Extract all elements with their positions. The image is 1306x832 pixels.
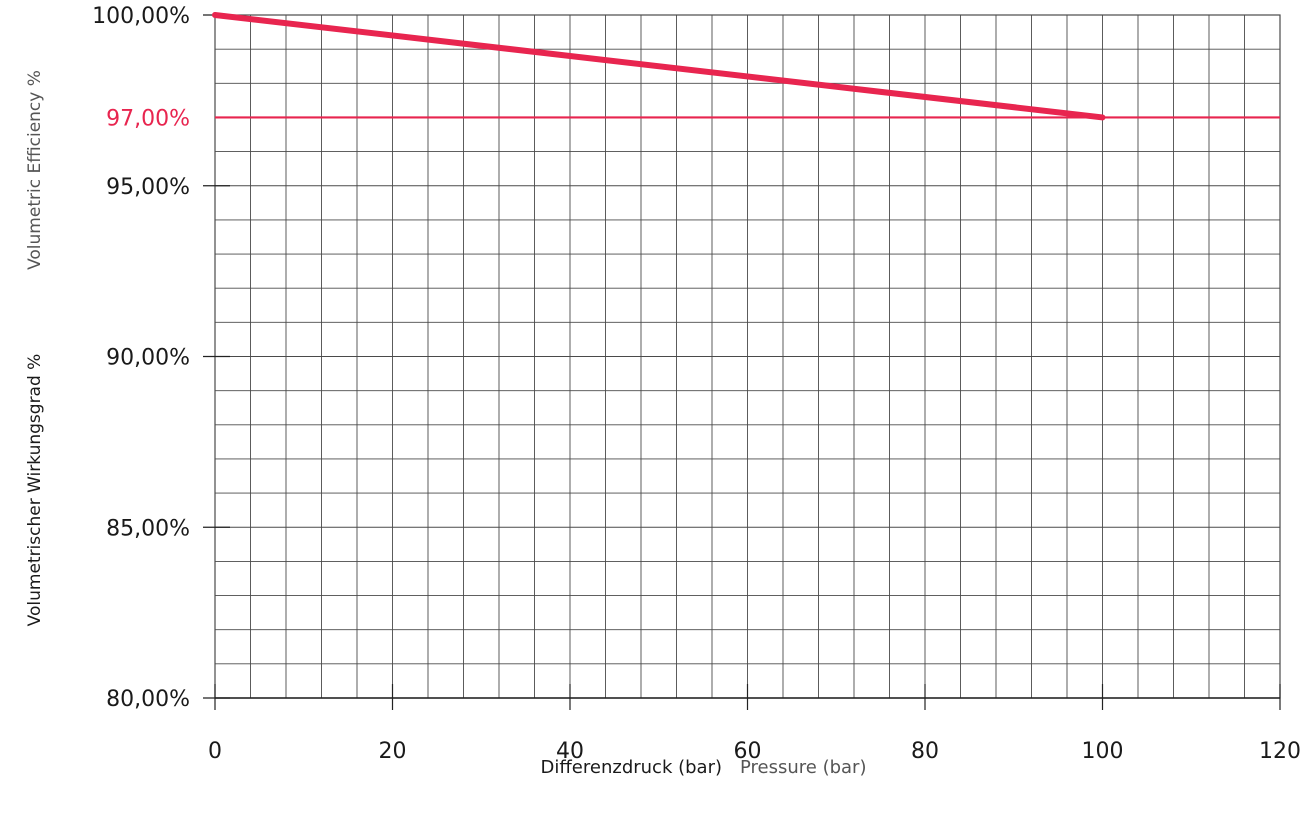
y-tick-label: 85,00% <box>106 516 190 541</box>
y-tick-labels: 80,00% 85,00% 90,00% 95,00% 100,00% <box>92 4 190 712</box>
grid <box>214 14 1281 699</box>
y-tick-label: 90,00% <box>106 346 190 371</box>
axes <box>203 14 1281 710</box>
y-tick-label: 80,00% <box>106 687 190 712</box>
x-tick-label: 80 <box>911 739 939 764</box>
reference-line-label: 97,00% <box>106 106 190 131</box>
x-axis-label-secondary: Pressure (bar) <box>740 757 866 778</box>
x-axis-label-primary: Differenzdruck (bar) <box>541 757 722 778</box>
y-tick-label: 95,00% <box>106 175 190 200</box>
series-group <box>212 12 1106 121</box>
y-axis-label-secondary: Volumetric Efficiency % <box>25 70 45 270</box>
y-axis-label-primary: Volumetrischer Wirkungsgrad % <box>25 354 45 627</box>
x-tick-label: 20 <box>379 739 407 764</box>
y-tick-label: 100,00% <box>92 4 190 29</box>
x-tick-label: 40 <box>556 739 584 764</box>
x-tick-label: 0 <box>208 739 222 764</box>
x-tick-label: 100 <box>1082 739 1124 764</box>
x-tick-label: 60 <box>734 739 762 764</box>
x-tick-labels: 0 20 40 60 80 100 120 <box>208 739 1301 764</box>
x-tick-label: 120 <box>1259 739 1301 764</box>
series-line <box>212 12 1106 121</box>
